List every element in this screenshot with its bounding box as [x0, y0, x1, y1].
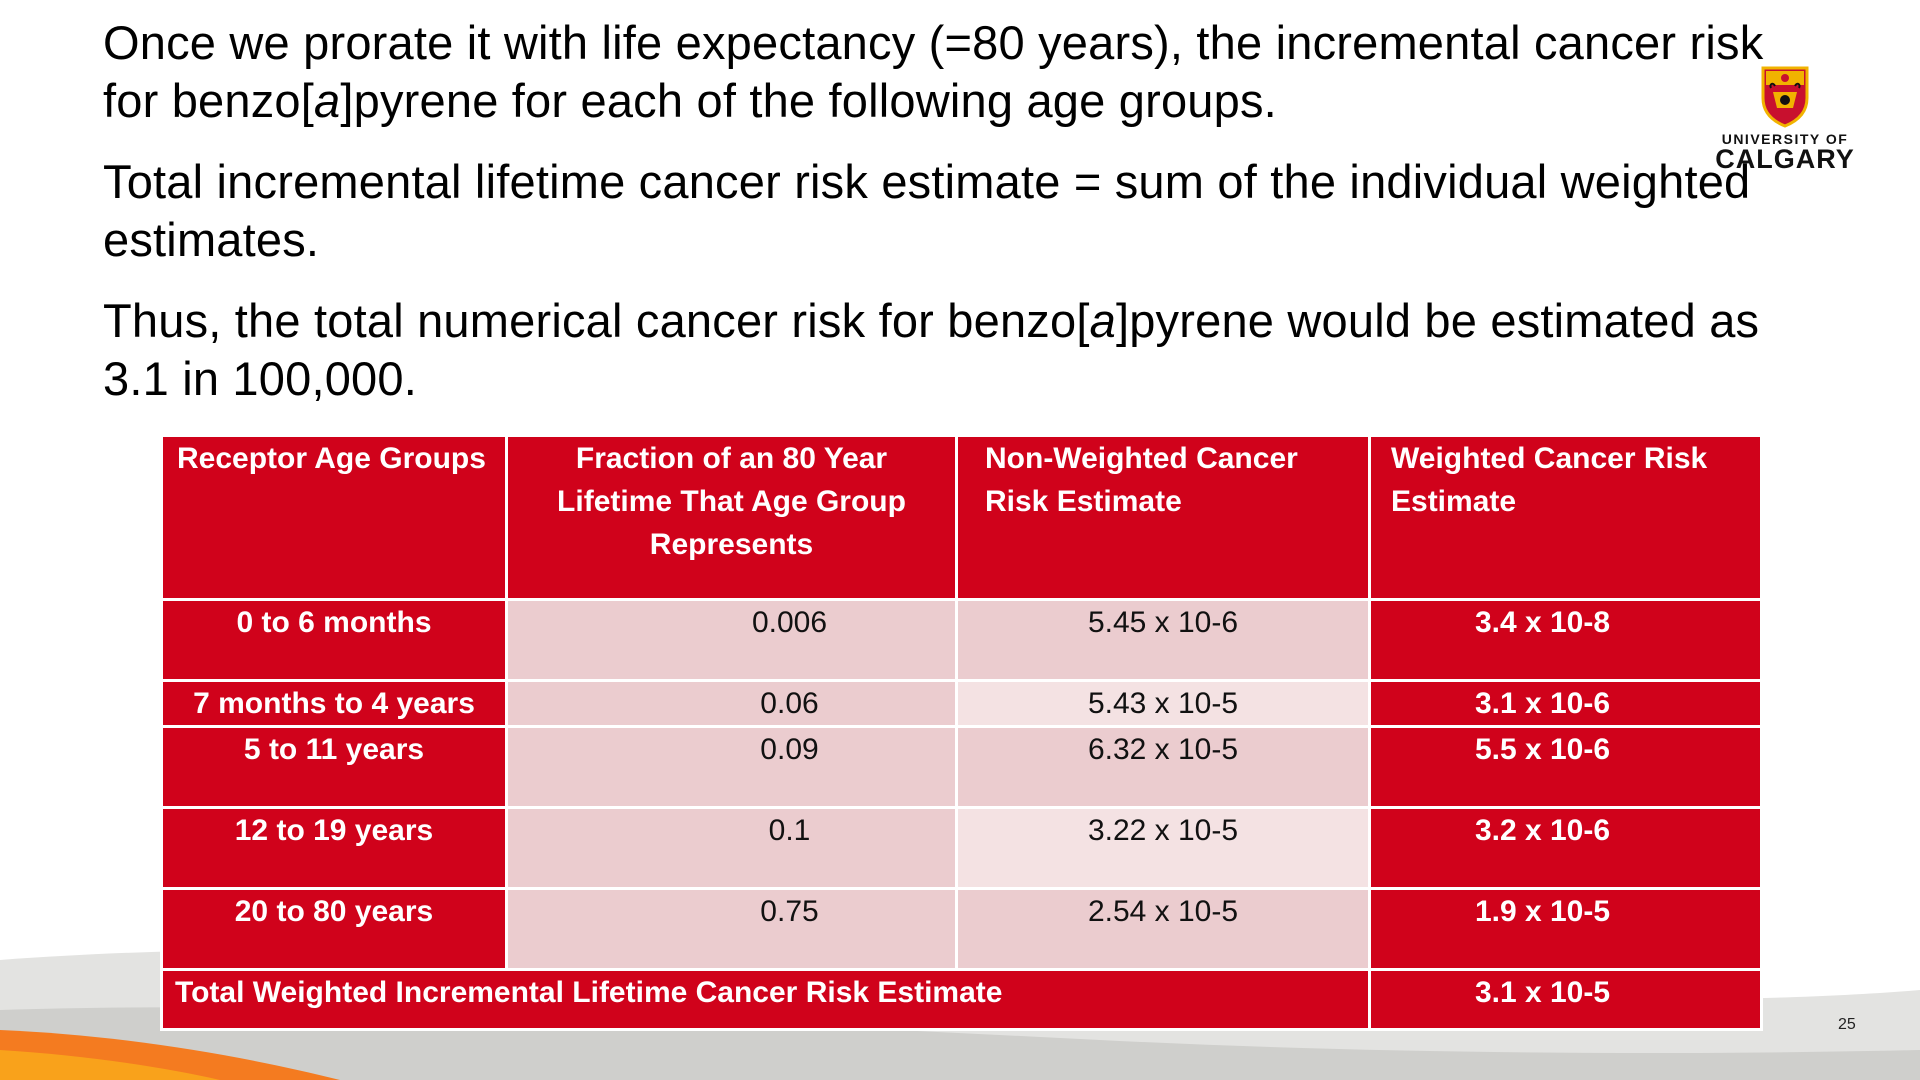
cancer-risk-table: Receptor Age Groups Fraction of an 80 Ye…: [160, 434, 1763, 1031]
slide-body-text: Once we prorate it with life expectancy …: [103, 14, 1823, 431]
cell-weighted: 1.9 x 10-5: [1368, 887, 1763, 971]
cell-age-group: 5 to 11 years: [160, 725, 508, 809]
table-total-row: Total Weighted Incremental Lifetime Canc…: [160, 968, 1763, 1031]
cell-age-group: 20 to 80 years: [160, 887, 508, 971]
table-row: 0 to 6 months 0.006 5.45 x 10-6 3.4 x 10…: [160, 598, 1763, 682]
cell-fraction: 0.75: [505, 887, 958, 971]
cell-age-group: 7 months to 4 years: [160, 679, 508, 728]
table-row: 5 to 11 years 0.09 6.32 x 10-5 5.5 x 10-…: [160, 725, 1763, 809]
table-row: 20 to 80 years 0.75 2.54 x 10-5 1.9 x 10…: [160, 887, 1763, 971]
cell-nonweighted: 6.32 x 10-5: [955, 725, 1371, 809]
cell-nonweighted: 3.22 x 10-5: [955, 806, 1371, 890]
cell-fraction: 0.1: [505, 806, 958, 890]
cell-weighted: 5.5 x 10-6: [1368, 725, 1763, 809]
table-row: 7 months to 4 years 0.06 5.43 x 10-5 3.1…: [160, 679, 1763, 728]
cell-weighted: 3.2 x 10-6: [1368, 806, 1763, 890]
header-nonweighted: Non-Weighted Cancer Risk Estimate: [955, 434, 1371, 601]
crest-icon: [1761, 66, 1809, 128]
header-weighted: Weighted Cancer Risk Estimate: [1368, 434, 1763, 601]
cell-age-group: 0 to 6 months: [160, 598, 508, 682]
cell-nonweighted: 5.45 x 10-6: [955, 598, 1371, 682]
cell-total-value: 3.1 x 10-5: [1368, 968, 1763, 1031]
paragraph-prorate: Once we prorate it with life expectancy …: [103, 16, 1764, 127]
paragraph-total-definition: Total incremental lifetime cancer risk e…: [103, 155, 1751, 266]
university-logo: UNIVERSITY OF CALGARY: [1705, 64, 1865, 184]
page-number: 25: [1838, 1016, 1856, 1033]
header-fraction: Fraction of an 80 Year Lifetime That Age…: [505, 434, 958, 601]
header-age-groups: Receptor Age Groups: [160, 434, 508, 601]
cell-fraction: 0.09: [505, 725, 958, 809]
table-header-row: Receptor Age Groups Fraction of an 80 Ye…: [160, 434, 1763, 601]
cell-fraction: 0.06: [505, 679, 958, 728]
cell-total-label: Total Weighted Incremental Lifetime Canc…: [160, 968, 1371, 1031]
cell-weighted: 3.1 x 10-6: [1368, 679, 1763, 728]
logo-line-university-of: UNIVERSITY OF: [1721, 131, 1849, 147]
cell-fraction: 0.006: [505, 598, 958, 682]
cell-weighted: 3.4 x 10-8: [1368, 598, 1763, 682]
paragraph-conclusion: Thus, the total numerical cancer risk fo…: [103, 294, 1760, 405]
cell-nonweighted: 5.43 x 10-5: [955, 679, 1371, 728]
cell-nonweighted: 2.54 x 10-5: [955, 887, 1371, 971]
cell-age-group: 12 to 19 years: [160, 806, 508, 890]
logo-line-calgary: CALGARY: [1715, 144, 1855, 174]
table-row: 12 to 19 years 0.1 3.22 x 10-5 3.2 x 10-…: [160, 806, 1763, 890]
